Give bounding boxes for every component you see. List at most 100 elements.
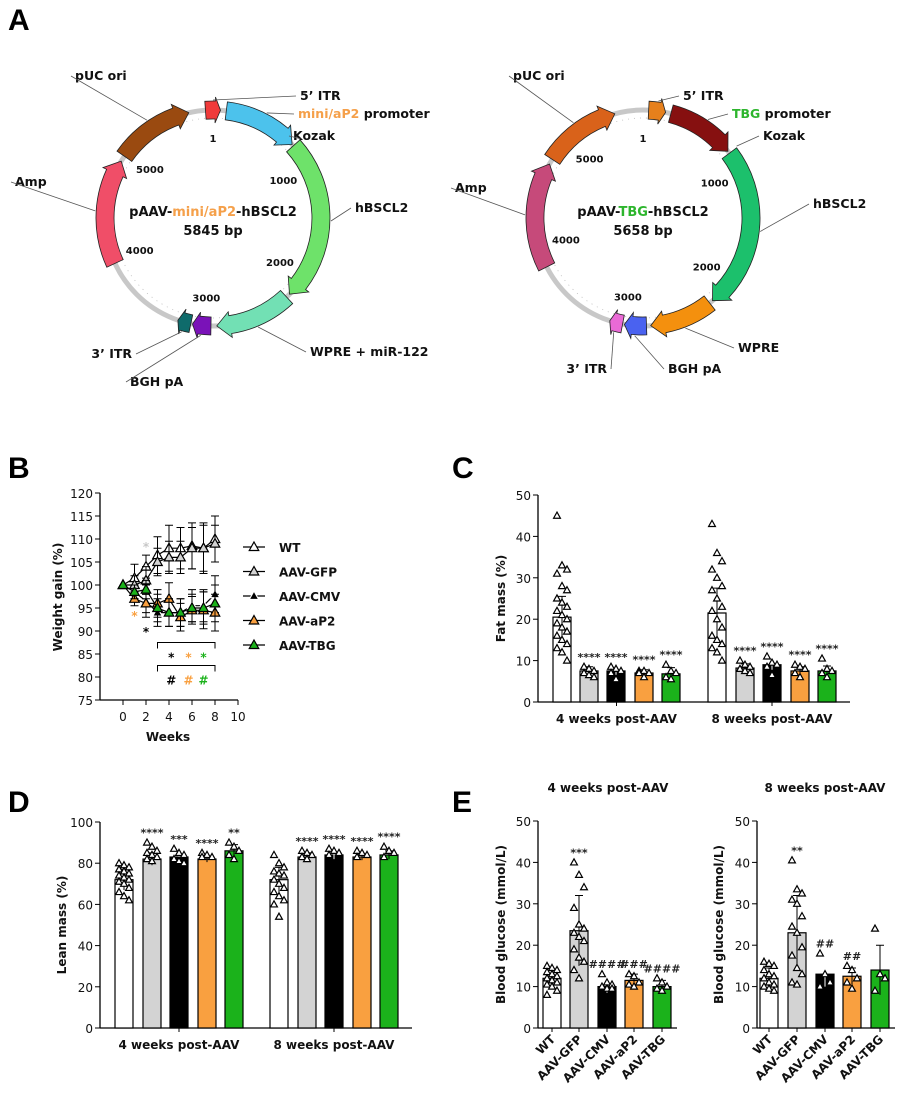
y-tick-label: 30 [516, 572, 531, 586]
significance-label: **** [659, 649, 682, 662]
bar [142, 858, 162, 1029]
bar-AAV-CMV: **** [322, 833, 346, 1029]
data-point [279, 870, 289, 879]
significance-label: ** [228, 827, 240, 840]
feature-label: WPRE [738, 340, 779, 355]
chart-title: 4 weeks post-AAV [548, 781, 670, 795]
legend-label: AAV-aP2 [279, 615, 335, 629]
data-point [574, 952, 584, 961]
data-point [820, 969, 830, 978]
y-tick-label: 40 [516, 856, 531, 870]
data-point [234, 846, 244, 854]
bar-AAV-TBG: **** [377, 831, 401, 1029]
bar [297, 856, 317, 1029]
data-point [759, 965, 769, 974]
plasmid-map-1: 1 1000 2000 3000 4000 5000 5’ ITR mini/aP2 prom… [10, 68, 430, 389]
significance-mark: * [185, 650, 192, 664]
data-point [384, 846, 394, 854]
panel-letter-B: B [8, 452, 30, 485]
feature-label: BGH pA [668, 361, 722, 376]
y-tick-label: 10 [516, 981, 531, 995]
data-point [792, 898, 802, 907]
data-point [557, 647, 567, 656]
bar-AAV-aP2: ### [620, 958, 648, 1029]
significance-label: ## [843, 950, 861, 963]
data-point [269, 899, 279, 908]
significance-label: **** [377, 831, 400, 844]
bar-AAV-TBG: ** [224, 827, 244, 1029]
data-point [324, 850, 334, 859]
y-axis-label: Fat mass (%) [494, 555, 508, 643]
data-point [562, 655, 572, 664]
data-point [124, 874, 134, 883]
feature-label: Amp [15, 174, 47, 189]
panel-letter-E: E [452, 786, 472, 819]
data-point [629, 981, 639, 990]
plasmid-map-2: 1 1000 2000 3000 4000 5000 5’ ITR TBG promoter K… [450, 68, 866, 376]
data-point [552, 568, 562, 577]
feature-arrow [286, 139, 331, 295]
y-axis-label: Blood glucose (mmol/L) [712, 845, 726, 1004]
data-point [712, 647, 722, 656]
feature-arrow [668, 104, 729, 152]
data-point [114, 887, 124, 896]
data-point [671, 668, 681, 677]
bar-AAV-CMV: *** [169, 833, 189, 1029]
data-point [584, 670, 594, 679]
data-point [880, 973, 890, 982]
significance-label: ## [816, 937, 834, 950]
data-point [562, 585, 572, 594]
y-tick-label: 50 [735, 815, 750, 829]
y-axis-label: Blood glucose (mmol/L) [494, 845, 508, 1004]
y-tick-label: 20 [516, 939, 531, 953]
data-point [611, 674, 621, 683]
feature-leader-line [760, 203, 810, 232]
data-point [574, 869, 584, 878]
data-point [279, 862, 289, 871]
significance-label: **** [295, 835, 318, 848]
data-point [842, 961, 852, 970]
bar-WT [552, 510, 572, 703]
data-point [197, 601, 210, 613]
data-point [634, 977, 644, 986]
position-label: 1 [640, 134, 647, 145]
bar [352, 856, 372, 1029]
feature-label: 3’ ITR [91, 346, 132, 361]
data-point [787, 921, 797, 930]
significance-label: **** [322, 833, 345, 846]
data-point [202, 850, 212, 859]
feature-label: BGH pA [130, 374, 184, 389]
significance-label: **** [760, 640, 783, 653]
data-point [269, 874, 279, 883]
data-point [569, 965, 579, 974]
data-point [552, 985, 562, 994]
data-point [557, 610, 567, 619]
y-tick-label: 20 [78, 981, 93, 995]
y-axis-label: Weight gain (%) [51, 543, 65, 652]
panel-letter-C: C [452, 452, 474, 485]
data-point [759, 981, 769, 990]
data-point [797, 969, 807, 978]
feature-arrow [95, 160, 128, 268]
data-point [644, 668, 654, 677]
significance-mark: # [166, 673, 176, 687]
feature-label: WPRE + miR-122 [310, 344, 429, 359]
feature-leader-line [288, 135, 301, 140]
data-point [712, 635, 722, 644]
position-label: 2000 [266, 258, 294, 269]
data-point [274, 868, 284, 877]
position-label: 5000 [136, 165, 164, 176]
significance-mark: * [131, 609, 138, 623]
data-point [269, 866, 279, 875]
y-tick-label: 10 [516, 655, 531, 669]
data-point [790, 668, 800, 677]
bar-AAV-TBG: #### [644, 962, 680, 1029]
data-point [114, 876, 124, 885]
bar-AAV-CMV: **** [760, 640, 784, 703]
y-tick-label: 20 [735, 939, 750, 953]
data-point [224, 837, 234, 846]
x-tick-label: 8 [211, 710, 219, 724]
data-point [302, 854, 312, 863]
y-tick-label: 85 [78, 648, 93, 662]
